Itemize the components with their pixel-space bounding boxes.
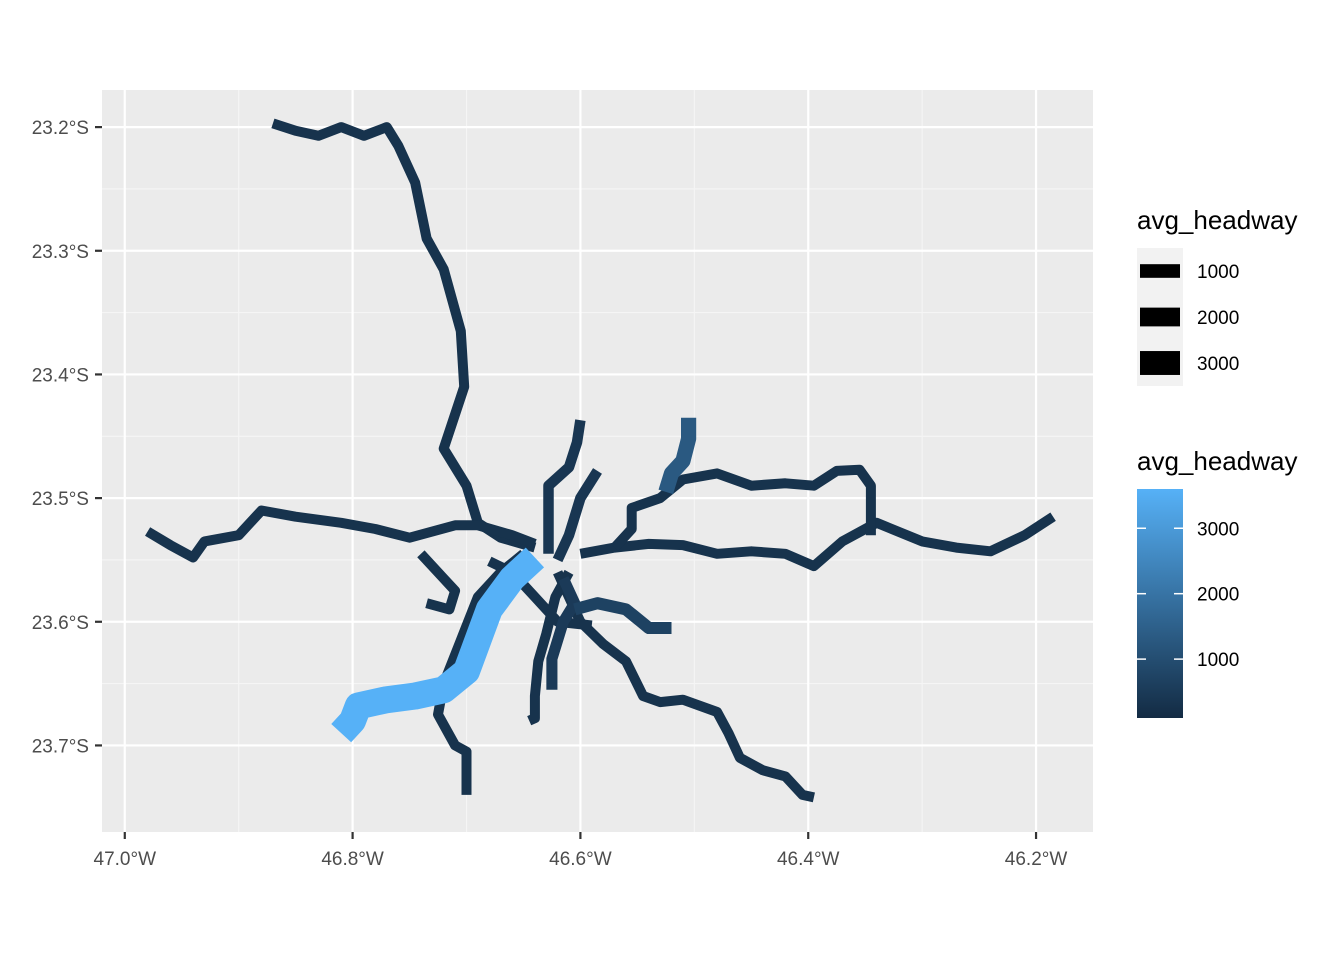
y-tick-label: 23.2°S	[32, 118, 89, 139]
legend-linewidth: avg_headway 1000 2000 3000	[1137, 205, 1297, 386]
route-line	[573, 597, 672, 635]
route-line	[658, 417, 697, 495]
y-tick-label: 23.6°S	[32, 613, 89, 634]
legend-key-line	[1140, 307, 1180, 327]
legend-colorbar-title: avg_headway	[1137, 446, 1297, 476]
route-line	[553, 570, 815, 803]
colorbar-label: 3000	[1197, 519, 1239, 540]
x-tick-label: 46.4°W	[777, 849, 840, 870]
y-tick-label: 23.4°S	[32, 365, 89, 386]
x-tick-label: 46.2°W	[1005, 849, 1068, 870]
route-line	[543, 419, 586, 554]
route-line	[610, 464, 876, 551]
legend-linewidth-label: 2000	[1197, 308, 1239, 329]
x-axis: 47.0°W 46.8°W 46.6°W 46.4°W 46.2°W	[94, 832, 1068, 870]
legend-key-line	[1140, 264, 1180, 278]
y-axis: 23.2°S 23.3°S 23.4°S 23.5°S 23.6°S 23.7°S	[32, 118, 102, 757]
route-line	[527, 569, 574, 726]
colorbar	[1137, 489, 1183, 718]
route-line	[417, 550, 461, 615]
routes-layer	[145, 118, 1056, 803]
route-line	[145, 505, 537, 563]
x-tick-label: 47.0°W	[94, 849, 157, 870]
panel-background	[102, 90, 1093, 832]
legend-key-line	[1140, 351, 1180, 375]
legend-linewidth-label: 1000	[1197, 262, 1239, 283]
route-line	[271, 118, 537, 553]
legend-linewidth-label: 3000	[1197, 354, 1239, 375]
route-line	[552, 468, 602, 563]
legend-linewidth-title: avg_headway	[1137, 205, 1297, 235]
route-line	[579, 512, 1056, 572]
colorbar-label: 1000	[1197, 650, 1239, 671]
x-tick-label: 46.6°W	[549, 849, 612, 870]
route-line	[331, 547, 545, 743]
colorbar-label: 2000	[1197, 585, 1239, 606]
y-tick-label: 23.3°S	[32, 242, 89, 263]
y-tick-label: 23.5°S	[32, 489, 89, 510]
y-tick-label: 23.7°S	[32, 736, 89, 757]
route-line	[546, 576, 581, 690]
legend-colorbar: avg_headway 3000 2000 1000	[1137, 446, 1297, 718]
x-tick-label: 46.8°W	[321, 849, 384, 870]
